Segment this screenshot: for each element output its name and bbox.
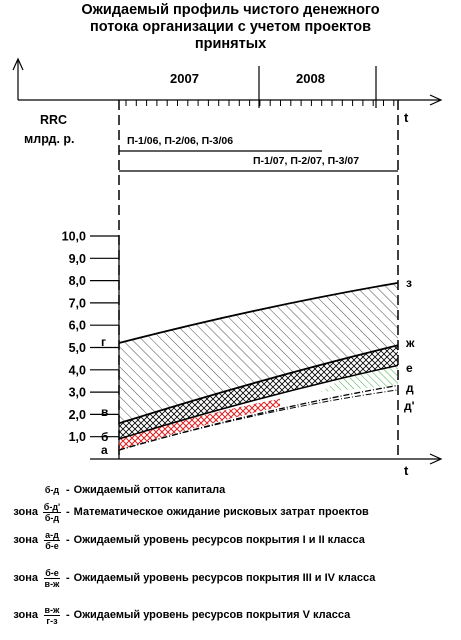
- legend-dash: -: [66, 534, 70, 546]
- time-ticks: [125, 66, 395, 108]
- legend-text: Ожидаемый уровень ресурсов покрытия III …: [73, 572, 376, 584]
- legend-row-2: зона б-д' б-д - Математическое ожидание р…: [0, 498, 369, 526]
- projects-2007-label: П-1/07, П-2/07, П-3/07: [253, 155, 359, 167]
- y-tick-label: 3,0: [69, 386, 86, 400]
- top-time-arrow-icon: [429, 94, 443, 106]
- legend-zone-word: зона: [13, 534, 38, 546]
- legend-den: в-ж: [44, 578, 60, 589]
- zone-green: [320, 365, 398, 393]
- label-zh: ж: [405, 336, 415, 350]
- projects-2006-label: П-1/06, П-2/06, П-3/06: [127, 135, 233, 147]
- y-tick-label: 10,0: [62, 230, 86, 244]
- label-v: в: [101, 405, 108, 419]
- y-axis: 10,0 9,0 8,0 7,0 6,0 5,0 4,0 3,0 2,0 1,0: [62, 230, 120, 459]
- label-e: е: [406, 361, 413, 375]
- legend-key: б-д: [44, 485, 60, 495]
- bottom-time-arrow-icon: [429, 453, 443, 465]
- legend-num: б-е: [44, 567, 60, 579]
- legend-text: Математическое ожидание рисковых затрат …: [73, 506, 369, 518]
- label-d-prime: д': [404, 399, 415, 413]
- legend-den: г-з: [46, 615, 58, 626]
- zone-risk-costs: [119, 398, 280, 451]
- y-tick-label: 6,0: [69, 319, 86, 333]
- label-z: з: [406, 276, 412, 290]
- legend-text: Ожидаемый уровень ресурсов покрытия V кл…: [73, 609, 351, 621]
- year-2007: 2007: [170, 71, 199, 86]
- legend-zone-word: зона: [13, 506, 38, 518]
- y-tick-label: 7,0: [69, 296, 86, 310]
- y-tick-label: 2,0: [69, 408, 86, 422]
- y-tick-label: 9,0: [69, 252, 86, 266]
- title-line-2: потока организации с учетом проектов: [90, 19, 371, 35]
- top-vertical-arrow-icon: [12, 57, 24, 71]
- title-line-3: принятых: [194, 36, 267, 52]
- legend-zone-word: зона: [13, 572, 38, 584]
- legend-dash: -: [66, 609, 70, 621]
- y-tick-label: 1,0: [69, 430, 86, 444]
- y-ticks: 10,0 9,0 8,0 7,0 6,0 5,0 4,0 3,0 2,0 1,0: [62, 230, 119, 444]
- legend-dash: -: [66, 484, 70, 496]
- legend-row-4: зона б-е в-ж - Ожидаемый уровень ресурсов…: [0, 564, 375, 592]
- axes: [12, 57, 443, 465]
- time-axis-label-top: t: [404, 110, 409, 125]
- rrc-label: RRC: [40, 113, 67, 127]
- curve-b-e: [118, 364, 399, 440]
- unit-label: млрд. р.: [24, 132, 75, 146]
- legend-text: Ожидаемый уровень ресурсов покрытия I и …: [73, 534, 365, 546]
- legend-text: Ожидаемый отток капитала: [73, 484, 226, 496]
- legend-den: б-е: [45, 540, 59, 551]
- legend-num: б-д': [42, 501, 62, 513]
- legend-num: в-ж: [43, 604, 61, 616]
- curve-v-zh: [118, 344, 399, 425]
- legend-den: б-д: [44, 512, 60, 523]
- y-tick-label: 4,0: [69, 363, 86, 377]
- year-2008: 2008: [296, 71, 325, 86]
- zone-iii-iv-class: [119, 345, 398, 439]
- curve-g-z: [118, 281, 399, 344]
- y-tick-label: 5,0: [69, 341, 86, 355]
- legend-num: а-д: [44, 529, 60, 541]
- legend-row-1: б-д - Ожидаемый отток капитала: [0, 476, 225, 504]
- time-axis-label-bottom: t: [404, 463, 409, 476]
- cash-flow-diagram: 2007 2008 t t RRC млрд. р. П-1/06, П-2/0…: [12, 57, 443, 476]
- label-g: г: [101, 335, 106, 349]
- legend-row-5: зона в-ж г-з - Ожидаемый уровень ресурсов…: [0, 601, 350, 629]
- label-b: б: [101, 430, 108, 444]
- legend-zone-word: зона: [13, 609, 38, 621]
- legend-row-3: зона а-д б-е - Ожидаемый уровень ресурсов…: [0, 526, 365, 554]
- label-a: а: [101, 443, 108, 457]
- label-d: д: [406, 381, 414, 395]
- legend-dash: -: [66, 506, 70, 518]
- diagram-title: Ожидаемый профиль чистого денежного пото…: [0, 2, 461, 53]
- title-line-1: Ожидаемый профиль чистого денежного: [81, 2, 380, 18]
- curve-d-prime: [118, 389, 399, 451]
- zone-v-class: [119, 282, 398, 424]
- y-tick-label: 8,0: [69, 274, 86, 288]
- legend-dash: -: [66, 572, 70, 584]
